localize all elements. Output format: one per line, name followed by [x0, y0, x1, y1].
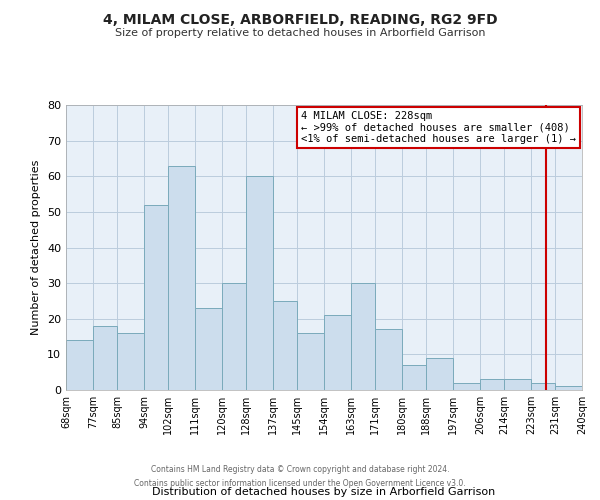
Bar: [93, 326, 117, 390]
Bar: [324, 315, 351, 390]
Bar: [66, 340, 93, 390]
Bar: [144, 205, 168, 390]
Bar: [531, 383, 555, 390]
Bar: [195, 308, 222, 390]
Bar: [222, 283, 246, 390]
Bar: [480, 380, 504, 390]
Text: Contains HM Land Registry data © Crown copyright and database right 2024.
Contai: Contains HM Land Registry data © Crown c…: [134, 466, 466, 487]
Bar: [504, 380, 531, 390]
Bar: [246, 176, 273, 390]
Bar: [273, 301, 297, 390]
Bar: [297, 333, 324, 390]
Bar: [453, 383, 480, 390]
X-axis label: Distribution of detached houses by size in Arborfield Garrison: Distribution of detached houses by size …: [152, 487, 496, 497]
Bar: [375, 330, 402, 390]
Y-axis label: Number of detached properties: Number of detached properties: [31, 160, 41, 335]
Bar: [168, 166, 195, 390]
Bar: [402, 365, 426, 390]
Bar: [117, 333, 144, 390]
Bar: [426, 358, 453, 390]
Text: 4 MILAM CLOSE: 228sqm
← >99% of detached houses are smaller (408)
<1% of semi-de: 4 MILAM CLOSE: 228sqm ← >99% of detached…: [301, 110, 576, 144]
Text: Size of property relative to detached houses in Arborfield Garrison: Size of property relative to detached ho…: [115, 28, 485, 38]
Bar: [555, 386, 582, 390]
Bar: [351, 283, 375, 390]
Text: 4, MILAM CLOSE, ARBORFIELD, READING, RG2 9FD: 4, MILAM CLOSE, ARBORFIELD, READING, RG2…: [103, 12, 497, 26]
